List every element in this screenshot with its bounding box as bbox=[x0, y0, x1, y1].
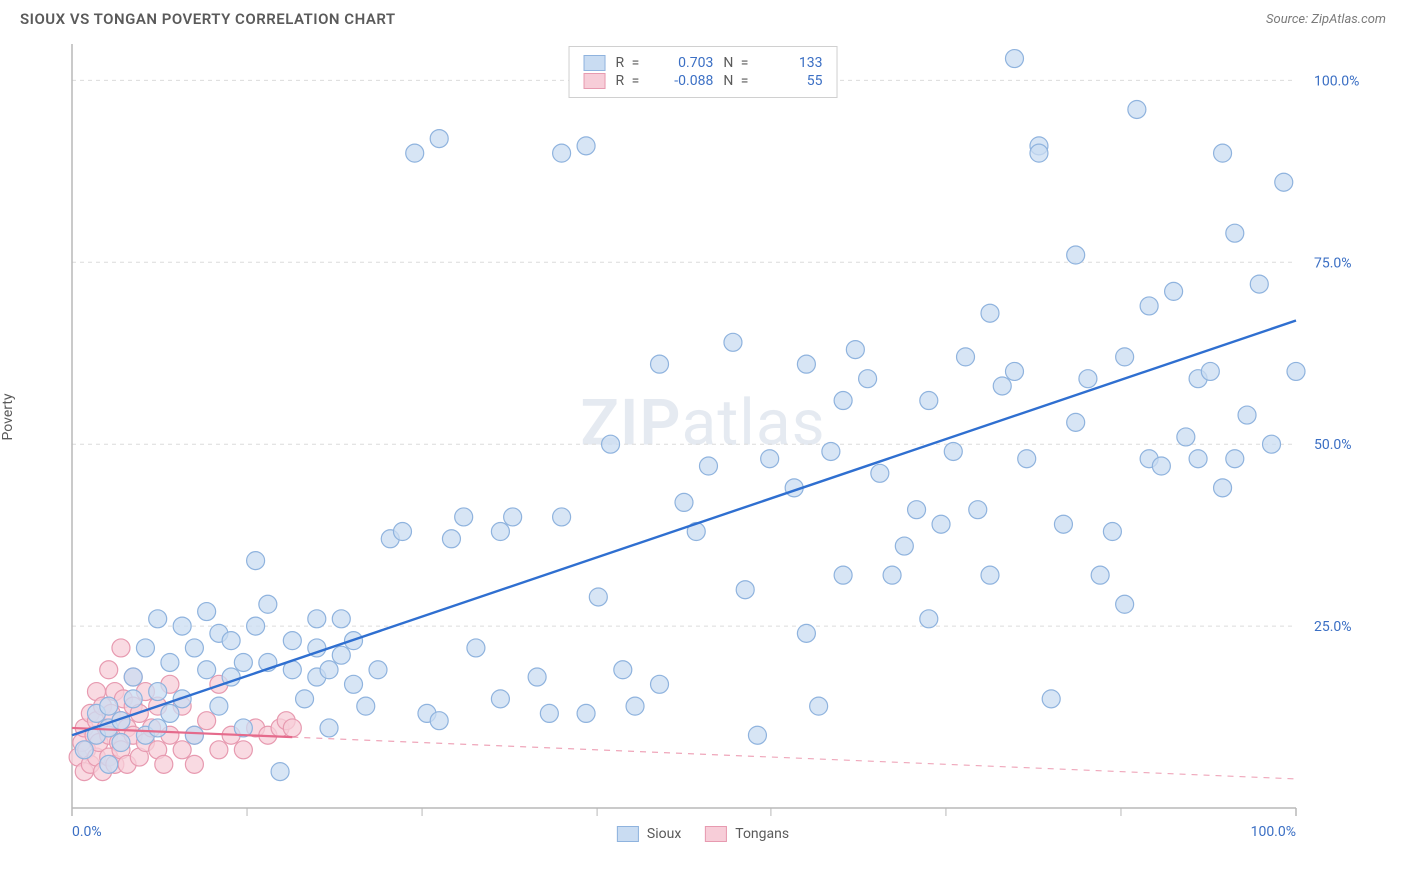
swatch-tongans-icon bbox=[705, 826, 727, 842]
chart-title: SIOUX VS TONGAN POVERTY CORRELATION CHAR… bbox=[20, 10, 396, 28]
stats-row-tongans: R = -0.088 N = 55 bbox=[584, 73, 823, 89]
svg-text:25.0%: 25.0% bbox=[1314, 619, 1352, 635]
svg-text:50.0%: 50.0% bbox=[1314, 437, 1352, 453]
series-legend: Sioux Tongans bbox=[617, 826, 789, 842]
swatch-sioux-icon bbox=[584, 55, 606, 71]
source-label: Source: ZipAtlas.com bbox=[1266, 12, 1386, 27]
stats-legend: R = 0.703 N = 133 R = -0.088 N = 55 bbox=[569, 46, 838, 98]
stats-row-sioux: R = 0.703 N = 133 bbox=[584, 55, 823, 71]
y-axis-label: Poverty bbox=[0, 393, 16, 440]
svg-text:100.0%: 100.0% bbox=[1251, 824, 1296, 840]
chart-area: Poverty ZIPatlas R = 0.703 N = 133 R = -… bbox=[20, 40, 1386, 872]
swatch-sioux-icon bbox=[617, 826, 639, 842]
legend-item-sioux: Sioux bbox=[617, 826, 681, 842]
scatter-plot: 25.0% 50.0% 75.0% 100.0% 0.0% 100.0% bbox=[60, 40, 1386, 872]
svg-text:100.0%: 100.0% bbox=[1314, 73, 1359, 89]
svg-text:0.0%: 0.0% bbox=[72, 824, 102, 840]
legend-item-tongans: Tongans bbox=[705, 826, 789, 842]
swatch-tongans-icon bbox=[584, 73, 606, 89]
svg-text:75.0%: 75.0% bbox=[1314, 255, 1352, 271]
